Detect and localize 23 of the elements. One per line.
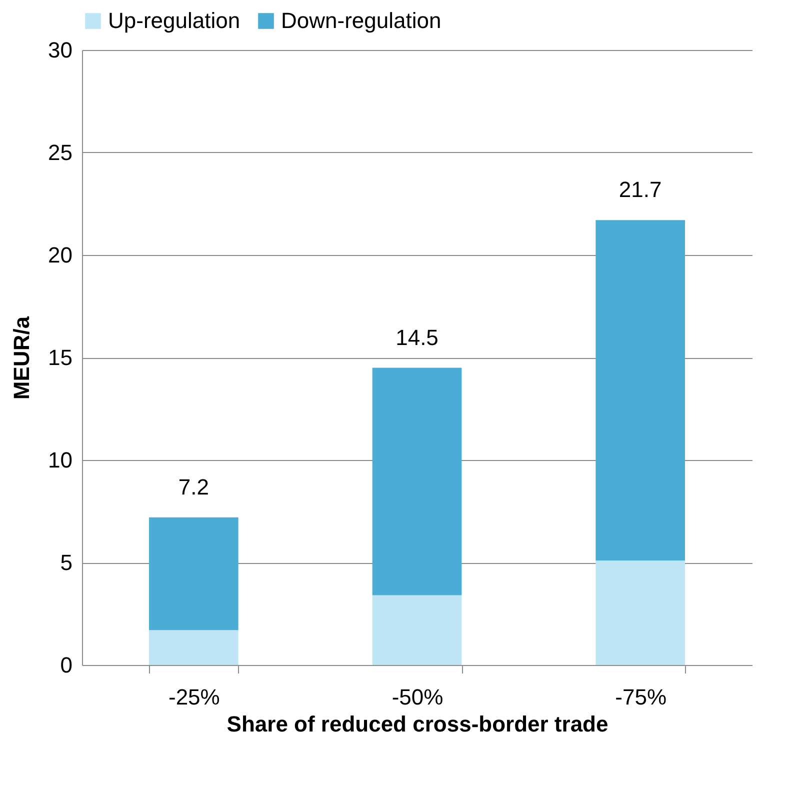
y-tick-label: 20 (48, 242, 72, 268)
total-label: 21.7 (618, 177, 662, 202)
total-label: 14.5 (396, 324, 438, 350)
x-tick-label: -50% (392, 684, 444, 710)
legend-label: Down-regulation (281, 8, 442, 33)
y-tick-label: 15 (48, 345, 72, 370)
legend-label: Up-regulation (108, 8, 240, 33)
y-tick-label: 0 (60, 652, 72, 678)
y-tick-label: 5 (60, 550, 72, 575)
bar (596, 220, 685, 560)
bar (372, 595, 462, 665)
bar (372, 368, 462, 596)
bar (149, 517, 238, 630)
y-tick-label: 10 (48, 448, 72, 472)
bar (149, 630, 238, 665)
y-axis-title: MEUR/a (9, 316, 34, 400)
y-tick-label: 30 (48, 38, 72, 62)
y-tick-label: 25 (48, 140, 72, 165)
x-tick-label: -75% (615, 684, 667, 710)
x-axis-title: Share of reduced cross-border trade (226, 712, 608, 736)
x-tick-label: -25% (168, 684, 220, 710)
total-label: 7.2 (178, 474, 209, 500)
bar (596, 560, 685, 665)
